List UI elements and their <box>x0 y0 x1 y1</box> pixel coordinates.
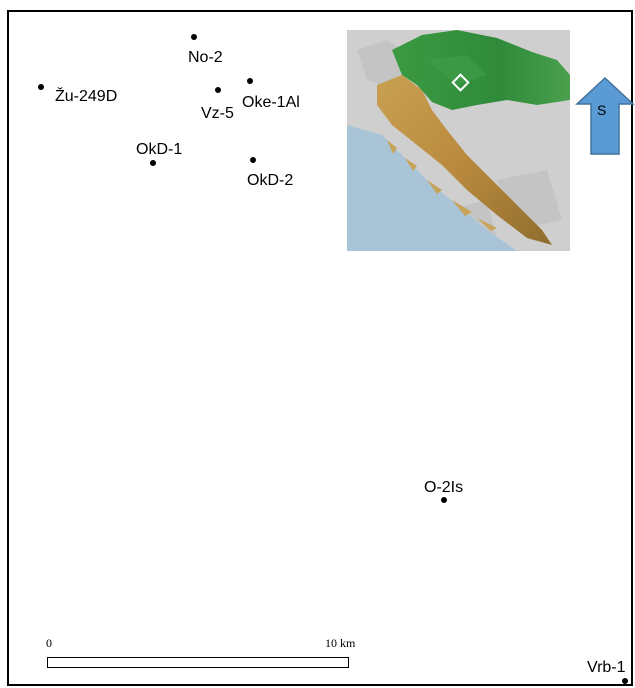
location-inset-map <box>347 30 570 251</box>
well-label-zu-249d: Žu-249D <box>55 88 118 105</box>
inset-relief-texture <box>357 40 562 245</box>
well-point-vz-5[interactable] <box>215 87 221 93</box>
map-frame <box>7 10 633 686</box>
scale-start-label: 0 <box>46 636 52 650</box>
scale-end-label: 10 km <box>325 636 356 650</box>
sea-area <box>347 125 517 251</box>
well-label-oke-1al: Oke-1Al <box>242 94 300 111</box>
lowland-relief <box>427 55 487 85</box>
study-area-marker <box>451 73 470 92</box>
well-point-o-2is[interactable] <box>441 497 447 503</box>
inset-relief-svg <box>347 30 570 251</box>
well-label-vz-5: Vz-5 <box>201 105 234 122</box>
well-label-o-2is: O-2Is <box>424 479 464 496</box>
well-label-vrb-1: Vrb-1 <box>587 659 626 676</box>
scale-bar <box>47 657 349 668</box>
highland-area <box>377 75 552 245</box>
well-point-no-2[interactable] <box>191 34 197 40</box>
well-point-vrb-1[interactable] <box>622 678 628 684</box>
well-point-okd-1[interactable] <box>150 160 156 166</box>
north-arrow-shape <box>575 76 635 155</box>
well-point-zu-249d[interactable] <box>38 84 44 90</box>
well-label-okd-1: OkD-1 <box>136 141 183 158</box>
north-arrow-label: S <box>597 102 607 118</box>
well-point-oke-1al[interactable] <box>247 78 253 84</box>
north-arrow-icon <box>575 76 635 155</box>
well-point-okd-2[interactable] <box>250 157 256 163</box>
well-label-no-2: No-2 <box>188 49 223 66</box>
well-label-okd-2: OkD-2 <box>247 172 294 189</box>
